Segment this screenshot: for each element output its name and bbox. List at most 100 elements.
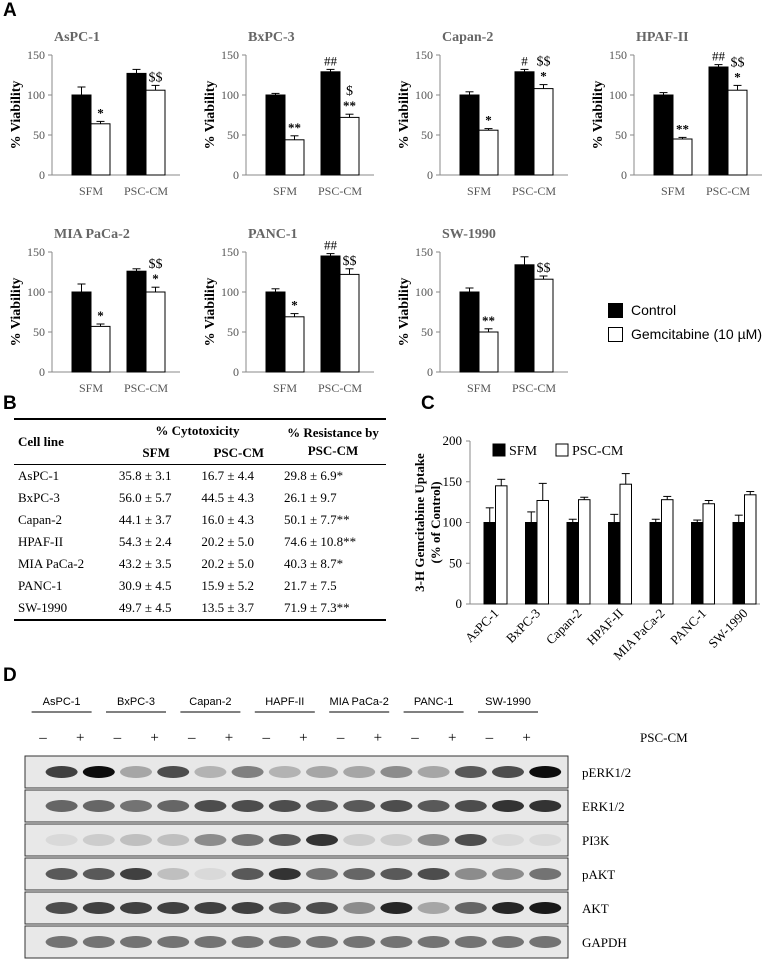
blot-band [231, 936, 264, 948]
blot-band [45, 902, 78, 914]
table-cell: AsPC-1 [18, 468, 60, 483]
table-cell: 16.0 ± 4.3 [201, 512, 255, 527]
blot-band [529, 834, 562, 846]
table-cell: 44.1 ± 3.7 [118, 512, 172, 527]
viability-chart-6: SW-1990 % Viability 0 50 100 150 SFM PSC-CM ** $$ [397, 227, 568, 395]
bar [732, 522, 745, 605]
blot-band [268, 868, 301, 880]
blot-label: PI3K [582, 833, 610, 848]
x-tick-label: PSC-CM [318, 381, 362, 395]
x-tick-label: SFM [79, 184, 103, 198]
y-tick-label: 50 [33, 128, 45, 142]
blot-band [454, 766, 487, 778]
blot-band [343, 800, 376, 812]
blot-band [45, 800, 78, 812]
blot-band [45, 936, 78, 948]
bar [339, 116, 360, 176]
significance-mark: ** [343, 98, 356, 113]
y-tick-label: 0 [39, 365, 45, 379]
cell-line-label: BxPC-3 [117, 696, 155, 708]
blot-band [157, 766, 190, 778]
blot-label: GAPDH [582, 935, 627, 950]
y-tick-label: 150 [443, 474, 463, 489]
table-cell: SW-1990 [18, 600, 68, 615]
table-cell: 49.7 ± 4.5 [118, 600, 172, 615]
plus-sign: + [150, 730, 158, 746]
y-tick-label: 150 [27, 245, 45, 259]
blot-band [343, 936, 376, 948]
bar [691, 522, 704, 605]
bar [514, 264, 535, 373]
plus-sign: + [522, 730, 530, 746]
legend-label-gemcitabine: Gemcitabine (10 µM) [631, 326, 762, 342]
blot-band [380, 868, 413, 880]
blot-band [492, 766, 524, 778]
panel-label-a: A [3, 0, 17, 21]
uptake-chart: 3-H Gemcitabine Uptake (% of Control) 0 50 1… [412, 433, 760, 663]
minus-sign: – [38, 730, 47, 746]
blot-label: pERK1/2 [582, 765, 631, 780]
col-resistance: % Resistance by PSC-CM [287, 425, 379, 458]
panel-label-b: B [3, 393, 17, 414]
blot-band [157, 834, 190, 846]
table-cell: 74.6 ± 10.8** [284, 534, 357, 549]
minus-sign: – [336, 730, 345, 746]
blot-band [417, 766, 450, 778]
plus-sign: + [299, 730, 307, 746]
significance-mark: * [97, 308, 104, 323]
viability-chart-5: PANC-1 % Viability 0 50 100 150 SFM PSC-CM ## * $$ [203, 227, 374, 395]
x-tick-label: SFM [661, 184, 685, 198]
blot-band [268, 902, 301, 914]
legend-label-control: Control [631, 302, 677, 318]
bar [702, 503, 715, 605]
blot-band [268, 936, 301, 948]
y-axis-label: % Viability [9, 278, 24, 347]
bar [661, 499, 674, 605]
y-axis-label: % Viability [397, 81, 412, 150]
cell-line-label: MIA PaCa-2 [330, 696, 389, 708]
blot-band [492, 834, 524, 846]
bar [653, 94, 674, 176]
blot-band [157, 868, 190, 880]
significance-mark: $$ [537, 261, 551, 276]
y-tick-label: 100 [221, 88, 239, 102]
x-tick-label: PSC-CM [512, 184, 556, 198]
chart-title: HPAF-II [636, 30, 689, 45]
x-tick-label: SFM [79, 381, 103, 395]
significance-mark: $$ [731, 55, 745, 70]
cell-line-label: HAPF-II [265, 696, 304, 708]
blot-band [306, 766, 338, 778]
table-cell: 71.9 ± 7.3** [284, 600, 350, 615]
plus-sign: + [374, 730, 382, 746]
blot-band [529, 800, 562, 812]
bar [126, 72, 147, 176]
y-tick-label: 50 [449, 555, 462, 570]
blot-band [157, 800, 190, 812]
table-row: AsPC-1 35.8 ± 3.1 16.7 ± 4.4 29.8 ± 6.9* [14, 465, 386, 488]
blot-band [343, 868, 376, 880]
y-tick-label: 100 [221, 285, 239, 299]
blot-band [454, 902, 487, 914]
x-tick-label: PSC-CM [512, 381, 556, 395]
bar [566, 522, 579, 605]
cell-line-label: AsPC-1 [43, 696, 81, 708]
bar [71, 291, 92, 373]
y-tick-label: 50 [421, 325, 433, 339]
blot-band [380, 766, 413, 778]
bar [265, 291, 286, 373]
blot-band [120, 902, 152, 914]
y-tick-label: 0 [39, 168, 45, 182]
y-tick-label: 50 [421, 128, 433, 142]
blot-band [157, 902, 190, 914]
y-tick-label: 0 [427, 365, 433, 379]
blot-band [268, 800, 301, 812]
x-tick-label: PSC-CM [124, 184, 168, 198]
blot-band [529, 766, 562, 778]
x-tick-label: SFM [273, 381, 297, 395]
table-cell: 20.2 ± 5.0 [201, 556, 255, 571]
blot-band [306, 936, 338, 948]
bar [525, 522, 538, 605]
legend-swatch-control [608, 302, 623, 318]
bar [495, 485, 508, 605]
